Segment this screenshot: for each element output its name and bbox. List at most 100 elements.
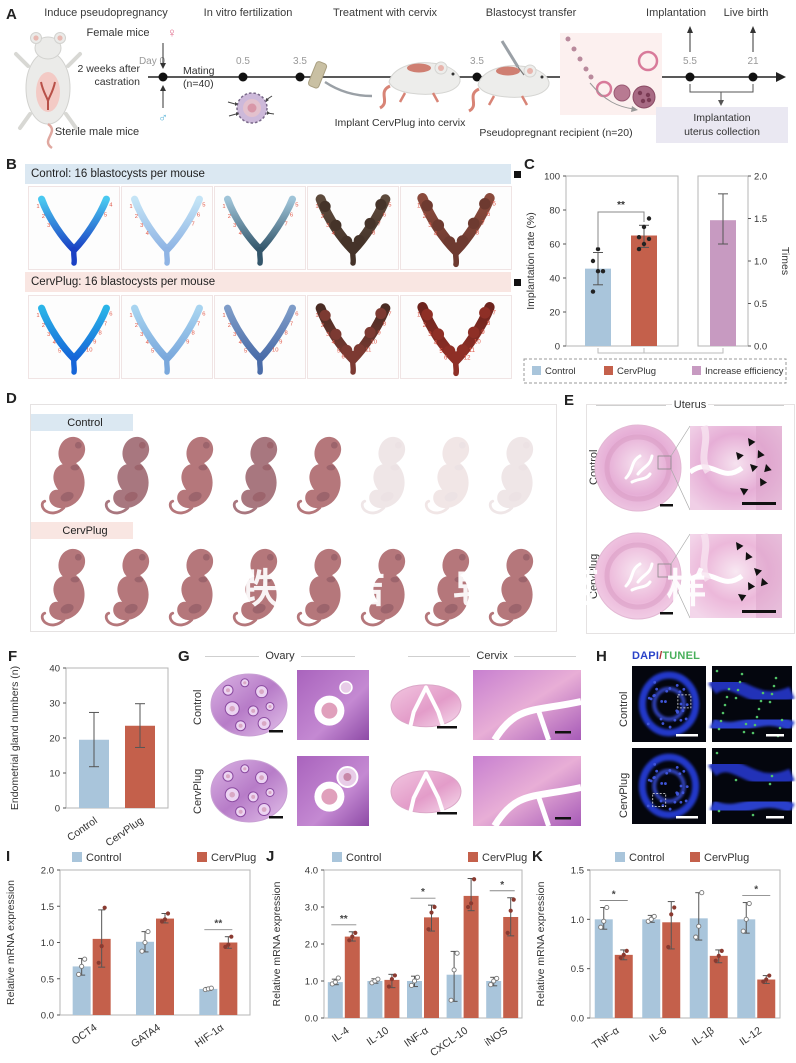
pups-cervplug-header: CervPlug [31, 522, 133, 539]
uterus-image-box: 1 2 3 4 5 6 7 8 9 10 [214, 295, 306, 379]
pup-photo [232, 436, 278, 515]
implantation-site-number: 4 [434, 231, 438, 237]
implantation-site-number: 6 [487, 212, 491, 218]
scale-bar [660, 612, 673, 615]
step-title: Induce pseudopregnancy [44, 7, 168, 19]
y-tick: 1.0 [41, 938, 54, 949]
y-tick: 0.5 [571, 964, 584, 975]
arrowhead-marker [760, 478, 768, 487]
plot-frame [565, 175, 679, 347]
implantation-site-number: 9 [481, 330, 485, 336]
legend-swatch [532, 366, 541, 375]
pup-photo [360, 436, 406, 515]
h-row-control-label: Control [618, 691, 630, 727]
panel-f-label: F [8, 648, 18, 665]
implantation-site-number: 1 [222, 313, 225, 319]
legend-label: Increase efficiency [705, 366, 784, 377]
implantation-site-number: 8 [284, 330, 287, 336]
implantation-site-number: 3 [233, 332, 236, 338]
implantation-site-number: 1 [417, 313, 421, 319]
panel-a-schematic: Induce pseudopregnancy In vitro fertiliza… [14, 7, 788, 150]
implantation-site-number: 10 [474, 340, 481, 346]
implantation-site-number: 3 [428, 332, 432, 338]
legend-label: Control [86, 852, 121, 864]
implantation-site-number: 1 [36, 204, 39, 210]
tunel-positive-dot [772, 684, 776, 688]
female-symbol: ♀ [167, 25, 177, 40]
data-point [666, 944, 671, 950]
data-point [332, 979, 338, 985]
implantation-site-number: 9 [377, 330, 380, 336]
blastocyst-transfer-mouse [468, 40, 550, 113]
arrowhead-marker [750, 464, 758, 472]
implantation-site-number: 7 [104, 321, 107, 327]
y-tick: 0 [555, 342, 560, 353]
timeline-dot [685, 72, 695, 82]
tunel-positive-dot [751, 813, 755, 817]
ivf-embryo-icon [227, 92, 275, 124]
data-point [740, 928, 746, 934]
step-title: Blastocyst transfer [486, 7, 577, 19]
implantation-site-number: 4 [239, 340, 243, 346]
pup-photo [168, 436, 214, 515]
legend-swatch [692, 366, 701, 375]
implantation-site-number: 6 [109, 311, 112, 317]
dapi-tunel-title: DAPI/TUNEL [632, 650, 700, 662]
x-category-label: Control [65, 815, 100, 844]
data-point [651, 913, 657, 919]
implantation-site-number: 10 [86, 347, 93, 353]
timeline-tick: 21 [747, 56, 759, 67]
legend-box [523, 358, 787, 384]
tunel-positive-dot [715, 669, 719, 673]
cervical-canal [407, 685, 447, 732]
female-mice-label: Female mice [87, 27, 150, 39]
y-tick: 40 [49, 664, 60, 675]
panel-c-label: C [524, 156, 535, 173]
data-point [335, 975, 341, 981]
data-point [79, 963, 85, 969]
bar-cervplug-HIF-1α [219, 942, 238, 1015]
x-category-label: IL-12 [737, 1025, 764, 1049]
data-point [414, 974, 421, 980]
data-point [389, 977, 394, 982]
implantation-site-number: 7 [197, 321, 200, 327]
y-tick: 20 [49, 734, 60, 745]
implantation-site-number: 7 [377, 221, 380, 227]
data-point [165, 911, 171, 916]
ovary-title-text: Ovary [265, 650, 295, 662]
scale-bar [676, 816, 698, 819]
bar-control-IL-4 [327, 982, 343, 1018]
panel-k-label: K [532, 848, 543, 865]
data-point [511, 897, 516, 902]
significance-label: * [421, 887, 425, 898]
y-tick: 1.0 [571, 915, 584, 926]
tunel-positive-dot [717, 727, 721, 731]
y-axis-label: Implantation rate (%) [525, 212, 537, 309]
ovary-title: Ovary [205, 650, 355, 662]
timeline-dot [295, 72, 305, 82]
tunel-positive-dot [774, 676, 778, 680]
implantation-site-number: 6 [290, 212, 293, 218]
tunel-positive-dot [761, 691, 765, 695]
ovary-line-left [205, 655, 260, 657]
bar-cervplug-iNOS [503, 916, 519, 1018]
implantation-site-number: 2 [321, 323, 324, 329]
tunel-positive-dot [753, 723, 757, 727]
y-tick: 0 [55, 804, 60, 815]
right-y-tick: 2.0 [754, 172, 767, 183]
uterine-lumen [624, 454, 654, 484]
legend-label: CervPlug [211, 852, 256, 864]
right-y-axis-label: Times [779, 247, 791, 275]
collection-bracket [689, 84, 754, 101]
timeline-dot [472, 72, 482, 82]
cervplug-icon [307, 61, 328, 89]
bars-connector [597, 348, 724, 354]
arrowhead-marker [736, 542, 744, 551]
y-tick: 0.0 [41, 1011, 54, 1022]
legend-swatch [604, 366, 613, 375]
svg-text:uterus collection: uterus collection [684, 126, 760, 138]
